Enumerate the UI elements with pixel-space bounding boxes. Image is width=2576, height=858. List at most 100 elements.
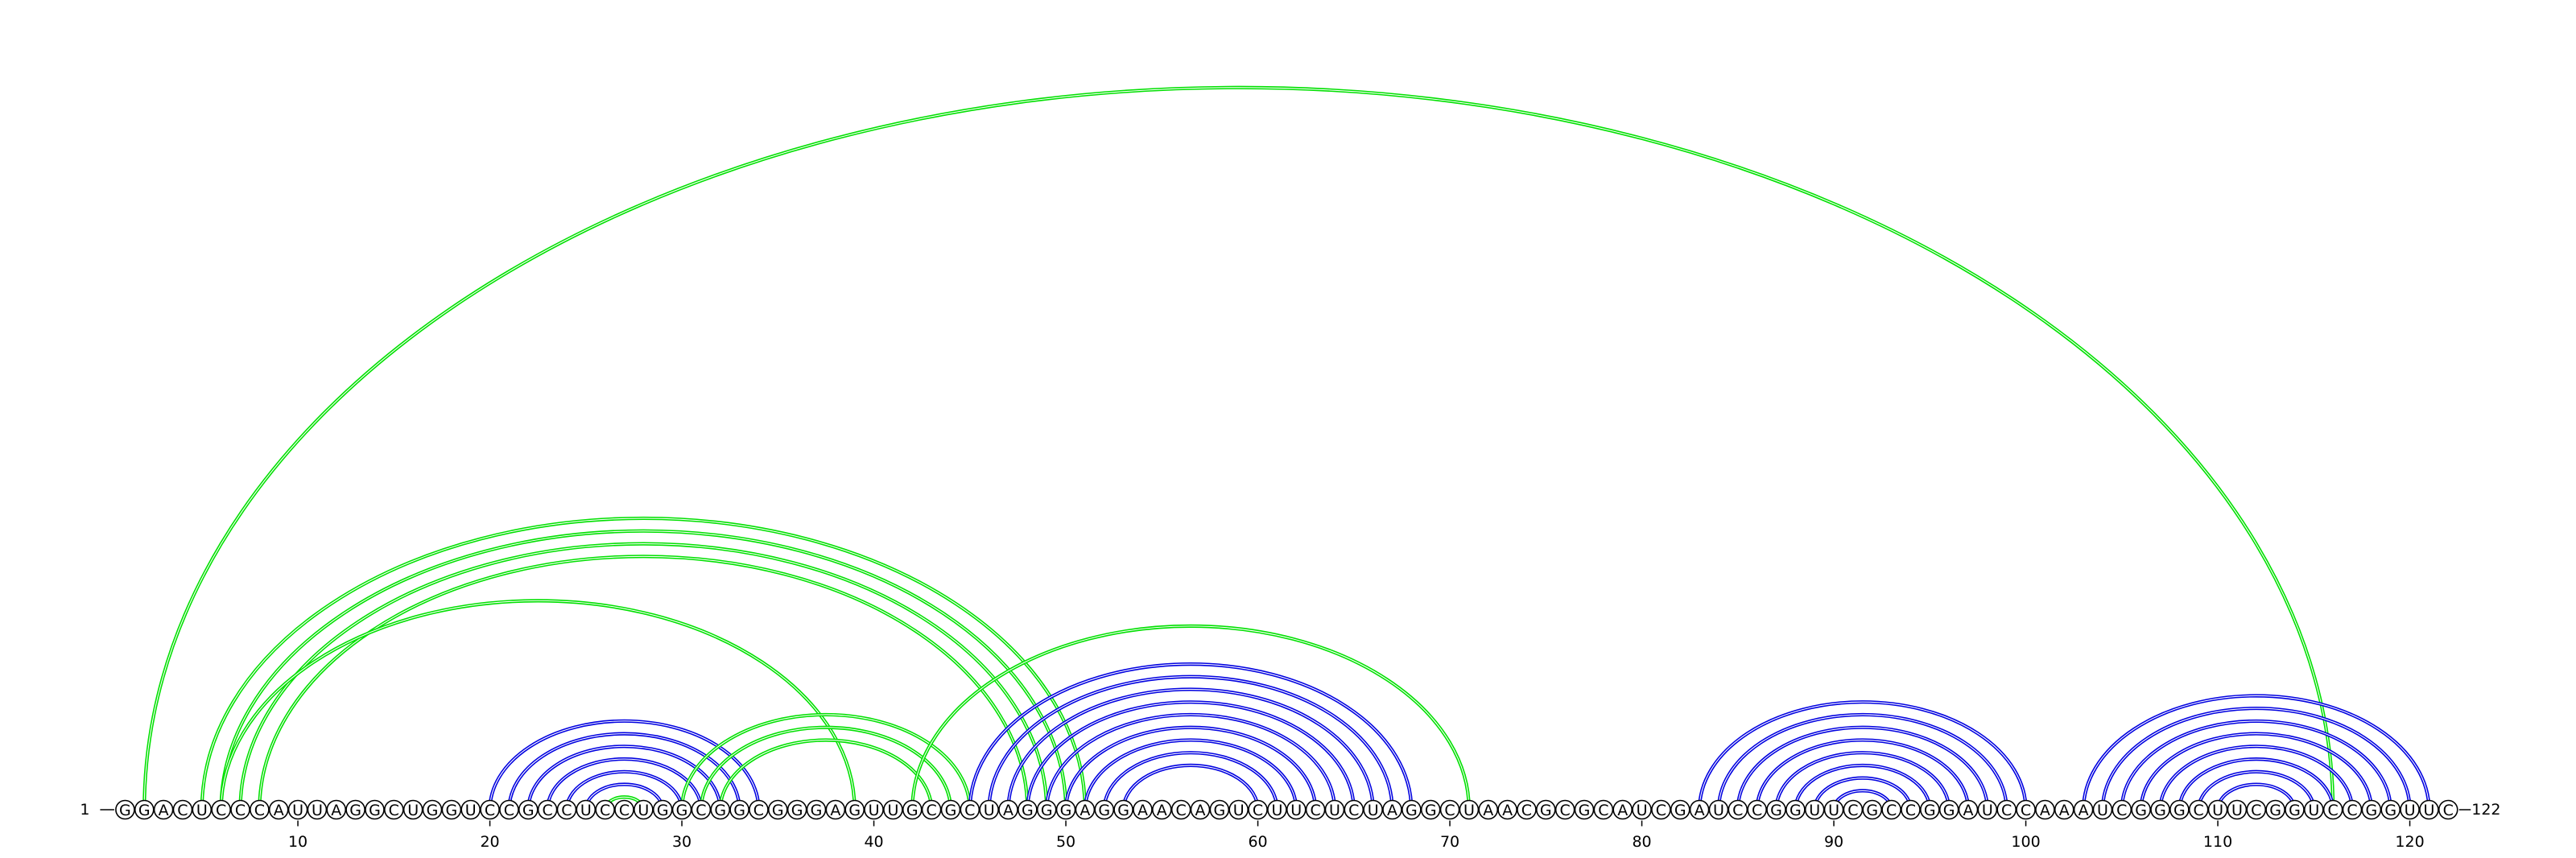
nucleotide-letter: A <box>1195 802 1206 819</box>
nucleotide: C <box>2438 799 2458 820</box>
nucleotide-letter: U <box>580 802 592 819</box>
nucleotide-circle <box>825 799 846 820</box>
nucleotide: G <box>652 799 673 820</box>
nucleotide: C <box>1901 799 1921 820</box>
nucleotide-letter: C <box>254 802 265 819</box>
nucleotide-circle <box>402 799 423 820</box>
nucleotide-circle <box>2342 799 2363 820</box>
nucleotide-letter: G <box>369 802 381 819</box>
nucleotide-letter: C <box>1752 802 1762 819</box>
nucleotide-letter: G <box>1406 802 1418 819</box>
nucleotide-letter: C <box>1598 802 1608 819</box>
nucleotide-letter: U <box>1271 802 1282 819</box>
nucleotide-letter: C <box>2347 802 2357 819</box>
nucleotide: C <box>1439 799 1460 820</box>
sequence-end-label: 122 <box>2471 801 2500 819</box>
nucleotide-letter: G <box>791 802 803 819</box>
nucleotide-letter: G <box>1790 802 1802 819</box>
nucleotide-letter: G <box>1674 802 1686 819</box>
tick-label: 20 <box>480 833 499 851</box>
sequence-start-label: 1 <box>80 801 89 819</box>
nucleotide: C <box>499 799 519 820</box>
nucleotide: U <box>576 799 597 820</box>
nucleotide-circle <box>1344 799 1364 820</box>
nucleotide-letter: C <box>1521 802 1532 819</box>
nucleotide-letter: U <box>1233 802 1245 819</box>
nucleotide-letter: C <box>216 802 226 819</box>
nucleotide: C <box>480 799 500 820</box>
base-pair-arc <box>1083 738 1298 811</box>
nucleotide-letter: A <box>1137 802 1148 819</box>
nucleotide: C <box>1593 799 1614 820</box>
nucleotide-circle <box>480 799 500 820</box>
nucleotide-circle <box>1938 799 1959 820</box>
nucleotide: G <box>365 799 385 820</box>
base-pair-arc <box>1102 751 1279 811</box>
nucleotide-letter: C <box>1847 802 1858 819</box>
nucleotide: G <box>134 799 155 820</box>
nucleotide-circle <box>1632 799 1652 820</box>
nucleotide-circle <box>864 799 884 820</box>
nucleotide-circle <box>940 799 961 820</box>
nucleotide-letter: C <box>235 802 246 819</box>
nucleotide-circle <box>153 799 174 820</box>
nucleotide: C <box>1747 799 1767 820</box>
nucleotide: G <box>2380 799 2401 820</box>
nucleotide-circle <box>1920 799 1940 820</box>
nucleotide-letter: U <box>638 802 649 819</box>
base-pair-arc-core <box>2121 720 2392 811</box>
nucleotide-circle <box>1055 799 1076 820</box>
nucleotide-circle <box>1324 799 1345 820</box>
nucleotide-letter: G <box>714 802 726 819</box>
nucleotide: G <box>1420 799 1441 820</box>
nucleotide: A <box>1612 799 1633 820</box>
nucleotide: G <box>345 799 365 820</box>
nucleotide-letter: U <box>2212 802 2223 819</box>
nucleotide-letter: C <box>926 802 936 819</box>
nucleotide-letter: C <box>2328 802 2339 819</box>
nucleotide-letter: C <box>504 802 514 819</box>
nucleotide-circle <box>1094 799 1115 820</box>
nucleotide-circle <box>192 799 213 820</box>
nucleotide-letter: C <box>389 802 399 819</box>
nucleotide: U <box>2304 799 2324 820</box>
base-pair-arc-core <box>508 733 741 811</box>
base-pair-arc-core <box>720 739 932 811</box>
nucleotide: C <box>2342 799 2363 820</box>
nucleotide-letter: A <box>159 802 169 819</box>
nucleotide: G <box>1920 799 1940 820</box>
nucleotide-circle <box>2285 799 2305 820</box>
nucleotide-circle <box>1152 799 1172 820</box>
nucleotide: C <box>2246 799 2267 820</box>
nucleotide-circle <box>1478 799 1499 820</box>
base-pair-arc-core <box>2217 784 2295 811</box>
nucleotide-circle <box>1574 799 1595 820</box>
base-pair-arc-core <box>201 518 1086 811</box>
nucleotide-letter: A <box>1963 802 1974 819</box>
base-pair-arc-core <box>1007 688 1374 811</box>
nucleotide-circle <box>921 799 942 820</box>
nucleotide-letter: C <box>1310 802 1320 819</box>
nucleotide: U <box>634 799 654 820</box>
nucleotide: A <box>1075 799 1096 820</box>
nucleotide-circle <box>806 799 827 820</box>
nucleotide: C <box>960 799 980 820</box>
nucleotide-circle <box>1133 799 1153 820</box>
nucleotide-letter: G <box>119 802 131 819</box>
nucleotide-letter: G <box>2384 802 2396 819</box>
base-pair-arc-core <box>1123 765 1259 811</box>
nucleotide-circle <box>383 799 404 820</box>
base-pair-arc-core <box>2140 733 2372 811</box>
nucleotide-letter: A <box>2040 802 2050 819</box>
nucleotide-letter: U <box>1713 802 1724 819</box>
base-pair-arc <box>718 738 934 811</box>
nucleotide-letter: G <box>2154 802 2166 819</box>
nucleotide-circle <box>960 799 980 820</box>
nucleotide-letter: C <box>2021 802 2031 819</box>
nucleotide-letter: C <box>2194 802 2204 819</box>
nucleotide: C <box>1996 799 2017 820</box>
nucleotide-circle <box>1728 799 1748 820</box>
nucleotide-circle <box>2131 799 2151 820</box>
nucleotide-letter: G <box>906 802 919 819</box>
nucleotide-letter: G <box>811 802 823 819</box>
